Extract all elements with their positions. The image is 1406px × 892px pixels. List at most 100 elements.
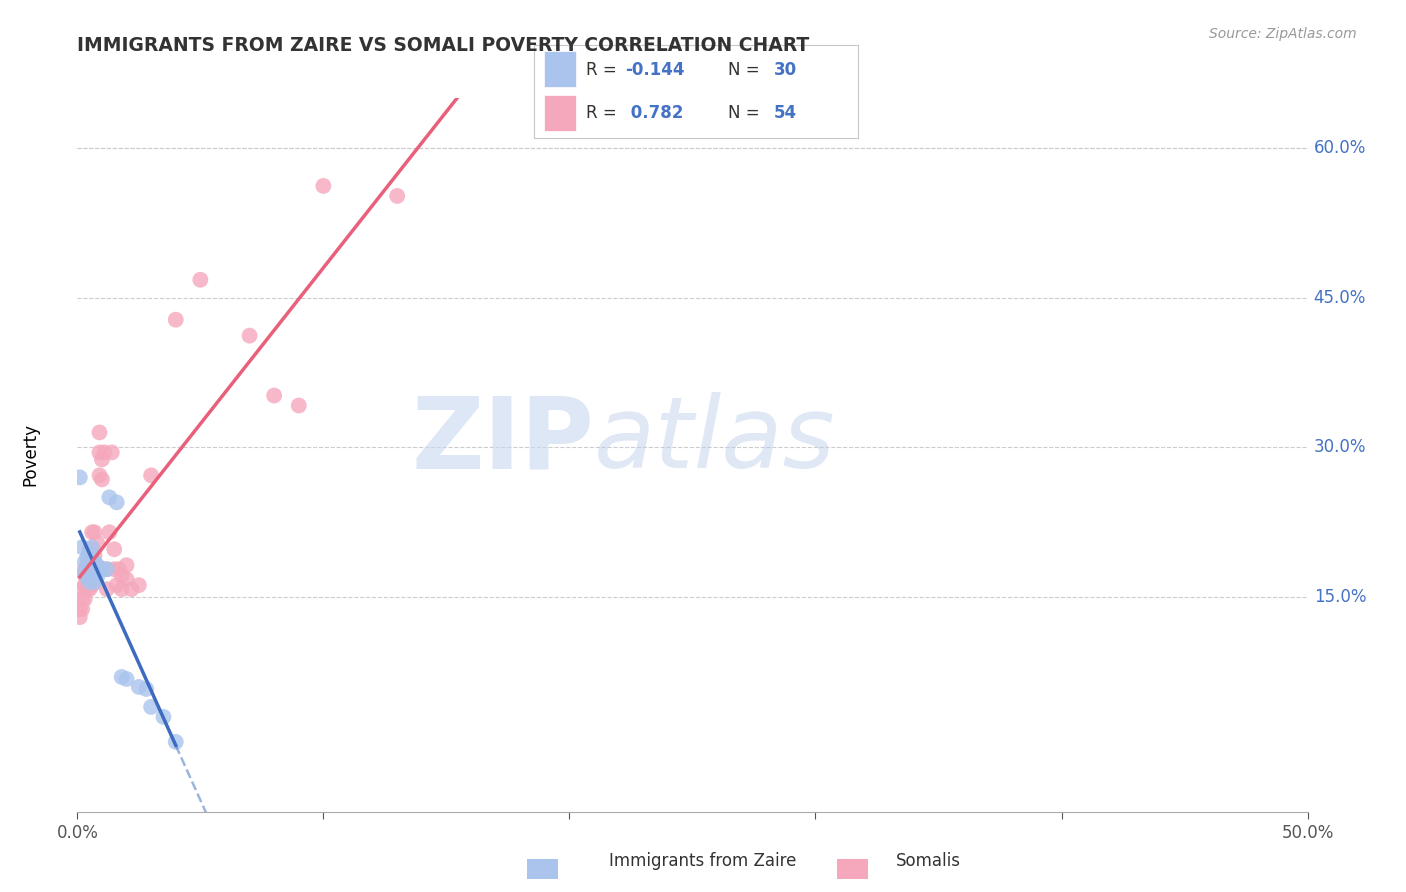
Point bbox=[89, 425, 111, 440]
Point bbox=[96, 562, 118, 576]
Point bbox=[111, 670, 132, 684]
Point bbox=[76, 568, 98, 582]
Point bbox=[79, 582, 101, 596]
Text: 60.0%: 60.0% bbox=[1313, 139, 1367, 157]
Point bbox=[152, 710, 174, 724]
Point bbox=[115, 672, 138, 686]
Point bbox=[165, 312, 187, 326]
Point bbox=[93, 445, 115, 459]
Text: 30.0%: 30.0% bbox=[1313, 439, 1367, 457]
Point bbox=[82, 540, 104, 554]
Text: Immigrants from Zaire: Immigrants from Zaire bbox=[609, 852, 797, 870]
Bar bbox=[544, 95, 576, 131]
Text: -0.144: -0.144 bbox=[624, 61, 685, 78]
Point bbox=[76, 582, 98, 596]
Point bbox=[239, 328, 262, 343]
Point bbox=[111, 568, 132, 582]
Point bbox=[128, 578, 150, 592]
Text: N =: N = bbox=[728, 61, 765, 78]
Point bbox=[76, 572, 98, 586]
Text: atlas: atlas bbox=[595, 392, 835, 489]
Point bbox=[86, 535, 108, 549]
Point bbox=[69, 602, 91, 616]
Point bbox=[86, 570, 108, 584]
Point bbox=[263, 388, 285, 402]
Point bbox=[76, 560, 98, 574]
Point bbox=[115, 572, 138, 586]
Text: 30: 30 bbox=[773, 61, 797, 78]
Point bbox=[73, 568, 96, 582]
Point bbox=[111, 582, 132, 596]
Point bbox=[135, 681, 157, 696]
Point bbox=[101, 445, 124, 459]
Point bbox=[73, 562, 96, 576]
Point bbox=[103, 542, 125, 557]
Point bbox=[82, 555, 104, 569]
Point bbox=[69, 610, 91, 624]
Point bbox=[83, 555, 105, 569]
Text: Source: ZipAtlas.com: Source: ZipAtlas.com bbox=[1209, 27, 1357, 41]
Point bbox=[121, 582, 143, 596]
Point bbox=[105, 578, 128, 592]
Point bbox=[90, 472, 114, 486]
Point bbox=[312, 178, 335, 193]
Point bbox=[70, 582, 93, 596]
Point bbox=[79, 545, 101, 559]
Text: 15.0%: 15.0% bbox=[1313, 588, 1367, 607]
Point bbox=[82, 565, 104, 579]
Point bbox=[83, 548, 105, 562]
Point bbox=[89, 445, 111, 459]
Text: IMMIGRANTS FROM ZAIRE VS SOMALI POVERTY CORRELATION CHART: IMMIGRANTS FROM ZAIRE VS SOMALI POVERTY … bbox=[77, 36, 810, 54]
Point bbox=[73, 592, 96, 607]
Point bbox=[86, 562, 108, 576]
Text: Poverty: Poverty bbox=[21, 424, 39, 486]
Point bbox=[90, 452, 114, 467]
Point bbox=[79, 558, 101, 573]
Point bbox=[83, 525, 105, 540]
Point bbox=[82, 525, 104, 540]
Point bbox=[165, 735, 187, 749]
Point bbox=[70, 540, 93, 554]
Point bbox=[128, 680, 150, 694]
Point bbox=[96, 562, 118, 576]
Point bbox=[141, 700, 163, 714]
Point bbox=[105, 495, 128, 509]
Point bbox=[86, 558, 108, 573]
Text: R =: R = bbox=[586, 104, 621, 122]
Text: 0.782: 0.782 bbox=[624, 104, 683, 122]
Point bbox=[82, 562, 104, 576]
Point bbox=[188, 273, 212, 287]
Point bbox=[108, 562, 131, 576]
Text: ZIP: ZIP bbox=[411, 392, 595, 489]
Point bbox=[83, 575, 105, 590]
Point bbox=[69, 470, 91, 484]
Bar bbox=[544, 51, 576, 87]
Point bbox=[141, 468, 163, 483]
Point bbox=[79, 575, 101, 590]
Text: 45.0%: 45.0% bbox=[1313, 289, 1367, 307]
Point bbox=[76, 570, 98, 584]
Point bbox=[90, 562, 114, 576]
Point bbox=[79, 542, 101, 557]
Text: 54: 54 bbox=[773, 104, 797, 122]
Point bbox=[98, 525, 121, 540]
Point bbox=[76, 550, 98, 565]
Point bbox=[76, 558, 98, 573]
Point bbox=[98, 491, 121, 505]
Point bbox=[83, 562, 105, 576]
Point bbox=[73, 555, 96, 569]
Point bbox=[82, 542, 104, 557]
Text: R =: R = bbox=[586, 61, 621, 78]
Point bbox=[90, 562, 114, 576]
Point bbox=[82, 578, 104, 592]
Point bbox=[103, 562, 125, 576]
Point bbox=[89, 468, 111, 483]
Point bbox=[73, 578, 96, 592]
Point bbox=[115, 558, 138, 573]
Point bbox=[73, 565, 96, 579]
Point bbox=[70, 602, 93, 616]
Point bbox=[79, 572, 101, 586]
Point bbox=[288, 399, 311, 413]
Point bbox=[96, 582, 118, 596]
Point bbox=[385, 189, 409, 203]
